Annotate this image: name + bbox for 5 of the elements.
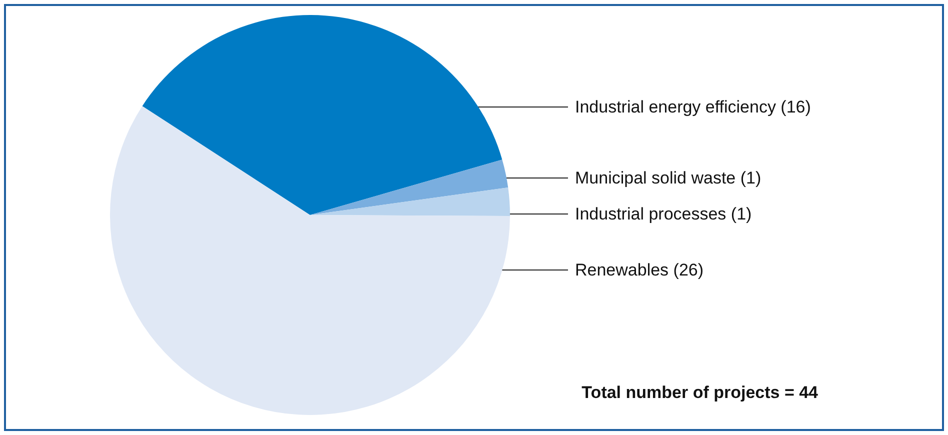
slice-label: Municipal solid waste (1) [575, 168, 762, 188]
text: Total number of projects = 44 [582, 383, 819, 402]
slice-label: Industrial processes (1) [575, 204, 752, 224]
slice-label: Renewables (26) [575, 260, 704, 280]
slice-label: Industrial energy efficiency (16) [575, 98, 811, 116]
